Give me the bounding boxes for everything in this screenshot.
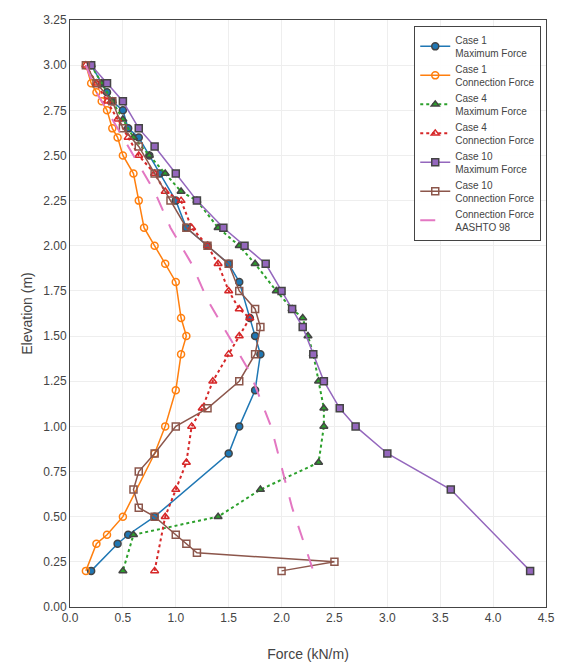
svg-text:0.50: 0.50 bbox=[43, 510, 67, 524]
svg-text:2.75: 2.75 bbox=[43, 104, 67, 118]
svg-text:1.25: 1.25 bbox=[43, 374, 67, 388]
svg-text:1.00: 1.00 bbox=[43, 420, 67, 434]
svg-text:4.5: 4.5 bbox=[538, 611, 555, 625]
svg-text:3.25: 3.25 bbox=[43, 13, 67, 27]
svg-text:Force (kN/m): Force (kN/m) bbox=[267, 646, 349, 662]
svg-text:Case 10Maximum Force: Case 10Maximum Force bbox=[455, 151, 527, 175]
svg-text:Case 10Connection Force: Case 10Connection Force bbox=[455, 180, 534, 204]
svg-text:0.5: 0.5 bbox=[115, 611, 132, 625]
svg-text:Case 4Connection Force: Case 4Connection Force bbox=[455, 122, 534, 146]
svg-text:Case 1Maximum Force: Case 1Maximum Force bbox=[455, 35, 527, 59]
svg-text:4.0: 4.0 bbox=[485, 611, 502, 625]
svg-text:1.5: 1.5 bbox=[220, 611, 237, 625]
svg-text:2.50: 2.50 bbox=[43, 149, 67, 163]
svg-text:1.0: 1.0 bbox=[167, 611, 184, 625]
svg-text:2.5: 2.5 bbox=[326, 611, 343, 625]
svg-text:0.75: 0.75 bbox=[43, 465, 67, 479]
svg-text:0.25: 0.25 bbox=[43, 555, 67, 569]
svg-text:2.25: 2.25 bbox=[43, 194, 67, 208]
svg-text:Case 4Maximum Force: Case 4Maximum Force bbox=[455, 93, 527, 117]
svg-text:2.0: 2.0 bbox=[273, 611, 290, 625]
svg-text:Connection ForceAASHTO 98: Connection ForceAASHTO 98 bbox=[455, 209, 534, 233]
svg-text:1.75: 1.75 bbox=[43, 284, 67, 298]
svg-text:3.0: 3.0 bbox=[379, 611, 396, 625]
svg-text:0.0: 0.0 bbox=[62, 611, 79, 625]
svg-text:1.50: 1.50 bbox=[43, 329, 67, 343]
svg-text:Case 1Connection Force: Case 1Connection Force bbox=[455, 64, 534, 88]
svg-text:3.5: 3.5 bbox=[432, 611, 449, 625]
svg-text:3.00: 3.00 bbox=[43, 58, 67, 72]
svg-text:0.00: 0.00 bbox=[43, 600, 67, 614]
svg-text:2.00: 2.00 bbox=[43, 239, 67, 253]
svg-text:Elevation (m): Elevation (m) bbox=[19, 272, 35, 354]
